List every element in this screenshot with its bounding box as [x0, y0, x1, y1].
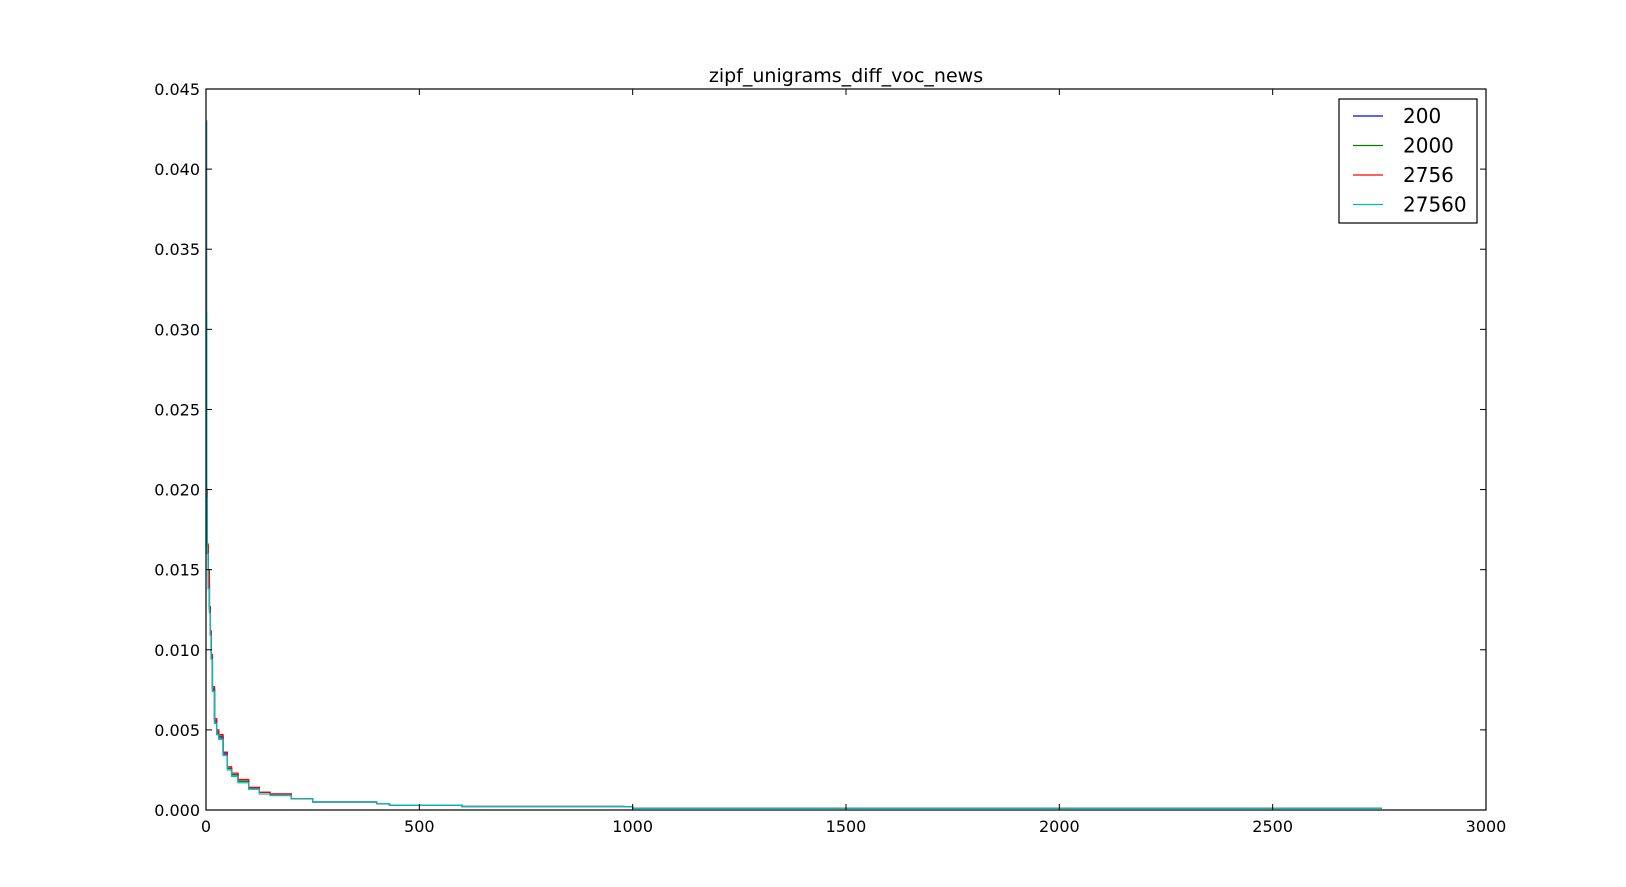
legend: 200 2000 2756 27560 — [1338, 98, 1478, 224]
x-tick-label: 3000 — [1466, 817, 1507, 836]
legend-box — [1338, 98, 1478, 224]
y-axis: 0.000 0.005 0.010 0.015 0.020 0.025 0.030 0.035… — [154, 80, 1486, 820]
y-tick-label: 0.020 — [154, 481, 200, 500]
legend-label: 200 — [1403, 104, 1441, 128]
x-tick-label: 2500 — [1252, 817, 1293, 836]
y-tick-label: 0.025 — [154, 400, 200, 419]
y-tick-label: 0.035 — [154, 240, 200, 259]
series-line-2000 — [205, 120, 1382, 810]
x-axis: 0 500 1000 1500 2000 2500 3000 — [201, 89, 1506, 836]
y-tick-label: 0.030 — [154, 320, 200, 339]
legend-label: 27560 — [1403, 193, 1467, 217]
x-tick-label: 500 — [404, 817, 435, 836]
series-layer — [205, 120, 1382, 810]
y-tick-label: 0.010 — [154, 641, 200, 660]
plot-frame — [205, 88, 1487, 811]
series-line-27560 — [205, 120, 1382, 810]
y-tick-label: 0.005 — [154, 721, 200, 740]
y-tick-label: 0.040 — [154, 160, 200, 179]
x-tick-label: 1000 — [612, 817, 653, 836]
y-tick-label: 0.000 — [154, 801, 200, 820]
legend-label: 2000 — [1403, 134, 1454, 158]
x-tick-label: 0 — [201, 817, 211, 836]
series-line-200 — [205, 120, 1382, 810]
y-tick-label: 0.045 — [154, 80, 200, 99]
x-tick-label: 2000 — [1039, 817, 1080, 836]
chart-title: zipf_unigrams_diff_voc_news — [709, 65, 983, 87]
y-tick-label: 0.015 — [154, 561, 200, 580]
x-tick-label: 1500 — [826, 817, 867, 836]
series-line-2756 — [205, 120, 1382, 810]
legend-label: 2756 — [1403, 163, 1454, 187]
